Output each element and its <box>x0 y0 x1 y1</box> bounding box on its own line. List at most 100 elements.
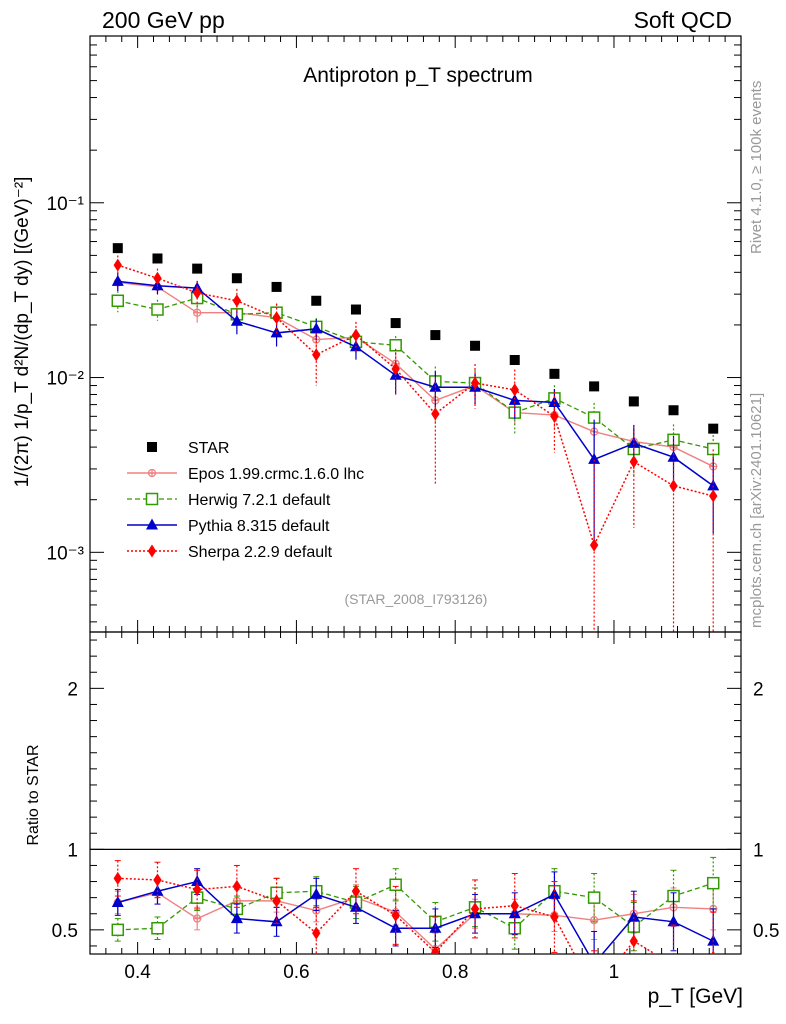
data-point-herwig <box>151 303 164 316</box>
data-point-sherpa <box>272 894 281 908</box>
data-point-sherpa <box>351 328 361 342</box>
series-line-epos <box>117 281 714 468</box>
data-point-pythia <box>230 314 243 326</box>
data-point-herwig <box>151 921 164 935</box>
data-point-pythia <box>627 436 640 448</box>
data-point-sherpa <box>669 959 677 972</box>
data-point-epos <box>589 916 599 925</box>
data-point-star <box>668 405 679 416</box>
data-point-pythia <box>111 895 124 907</box>
data-point-sherpa <box>709 489 718 503</box>
data-point-sherpa <box>550 910 559 924</box>
data-point-star <box>192 263 203 274</box>
chart-title: Antiproton p_T spectrum <box>303 64 533 87</box>
data-point-sherpa <box>153 873 162 887</box>
ratio-tick-label: 1 <box>67 840 78 861</box>
data-point-sherpa <box>510 899 519 913</box>
data-point-star <box>231 273 242 284</box>
data-point-pythia <box>151 884 164 896</box>
data-point-pythia <box>588 957 600 968</box>
legend-item-epos: Epos 1.99.crmc.1.6.0 lhc <box>127 466 364 483</box>
data-point-star <box>152 253 163 264</box>
ratio-panel: 0.4 0.6 0.8 1 0.5 0.5 1 1 2 2 <box>52 620 779 983</box>
data-point-pythia <box>667 450 680 462</box>
data-point-sherpa <box>147 544 157 558</box>
data-point-star <box>470 340 481 351</box>
data-point-pythia <box>429 921 442 933</box>
data-point-sherpa <box>550 409 559 423</box>
legend: STAR Epos 1.99.crmc.1.6.0 lhc Herwig 7.2.1… <box>127 440 364 561</box>
data-point-sherpa <box>312 348 321 362</box>
data-point-sherpa <box>192 286 202 300</box>
series-line-sherpa <box>117 264 714 548</box>
data-point-herwig <box>111 294 125 308</box>
data-point-star <box>708 423 719 434</box>
data-point-pythia <box>548 887 561 899</box>
ratio-line-sherpa <box>117 877 657 954</box>
legend-item-pythia: Pythia 8.315 default <box>127 518 330 535</box>
x-axis-label: p_T [GeV] <box>648 985 743 1008</box>
data-point-pythia <box>667 915 680 927</box>
x-tick-label: 1 <box>609 962 620 983</box>
y-axis-label: 1/(2π) 1/p_T d²N/(dp_T dy) [(GeV)⁻²] <box>12 177 33 488</box>
legend-item-herwig: Herwig 7.2.1 default <box>127 492 331 509</box>
ratio-line-epos <box>117 892 714 951</box>
ratio-y-axis-label: Ratio to STAR <box>25 744 42 845</box>
data-point-star <box>430 330 441 341</box>
data-point-sherpa <box>589 538 599 552</box>
data-point-sherpa <box>629 455 639 469</box>
legend-label: Pythia 8.315 default <box>188 518 330 535</box>
data-point-sherpa <box>232 294 242 308</box>
watermark: (STAR_2008_I793126) <box>345 591 488 607</box>
data-point-pythia <box>111 274 124 286</box>
data-point-pythia <box>146 518 158 530</box>
ratio-tick-label: 0.5 <box>52 921 78 942</box>
y-tick-label: 10⁻³ <box>47 543 85 564</box>
legend-item-star: STAR <box>147 440 229 457</box>
ratio-tick-label: 2 <box>67 679 78 700</box>
x-tick-label: 0.4 <box>124 962 151 983</box>
data-point-star <box>311 295 322 306</box>
ratio-plot-area <box>111 856 720 972</box>
ratio-tick-label-right: 2 <box>753 679 764 700</box>
data-point-pythia <box>191 875 204 887</box>
ratio-frame <box>89 631 742 955</box>
legend-label: Herwig 7.2.1 default <box>188 492 331 509</box>
main-frame <box>89 35 742 633</box>
data-point-epos <box>193 308 202 317</box>
y-tick-label: 10⁻² <box>47 369 85 390</box>
side-text-lower: mcplots.cern.ch [arXiv:2401.10621] <box>748 393 765 628</box>
series-line-pythia <box>117 280 714 487</box>
data-point-sherpa <box>470 376 480 390</box>
data-point-herwig <box>587 891 601 904</box>
data-point-sherpa <box>431 945 440 954</box>
data-point-sherpa <box>153 271 162 285</box>
data-point-herwig <box>706 876 720 890</box>
data-point-pythia <box>230 912 243 924</box>
data-point-pythia <box>627 910 640 922</box>
data-point-pythia <box>508 907 521 919</box>
side-text-upper: Rivet 4.1.0, ≥ 100k events <box>748 81 765 254</box>
data-point-star <box>509 355 520 366</box>
data-point-pythia <box>310 322 323 334</box>
data-point-sherpa <box>351 884 361 898</box>
data-point-sherpa <box>232 879 242 893</box>
data-point-sherpa <box>510 383 519 397</box>
data-point-star <box>271 281 282 292</box>
ratio-tick-label-right: 1 <box>753 840 764 861</box>
data-point-pythia <box>310 887 323 899</box>
title-main: Antiproton p_T spectrum <box>303 64 533 87</box>
data-point-sherpa <box>113 871 122 885</box>
x-tick-label: 0.6 <box>283 962 309 983</box>
data-point-sherpa <box>113 258 122 272</box>
x-tick-label: 0.8 <box>442 962 468 983</box>
data-point-epos <box>147 468 157 478</box>
data-point-sherpa <box>711 950 716 954</box>
data-point-sherpa <box>669 479 678 493</box>
data-point-pythia <box>349 340 362 352</box>
legend-label: STAR <box>188 440 229 457</box>
main-panel: 10⁻³ 10⁻² 10⁻¹ <box>47 35 742 633</box>
data-point-star <box>628 396 639 407</box>
legend-label: Epos 1.99.crmc.1.6.0 lhc <box>188 466 364 483</box>
